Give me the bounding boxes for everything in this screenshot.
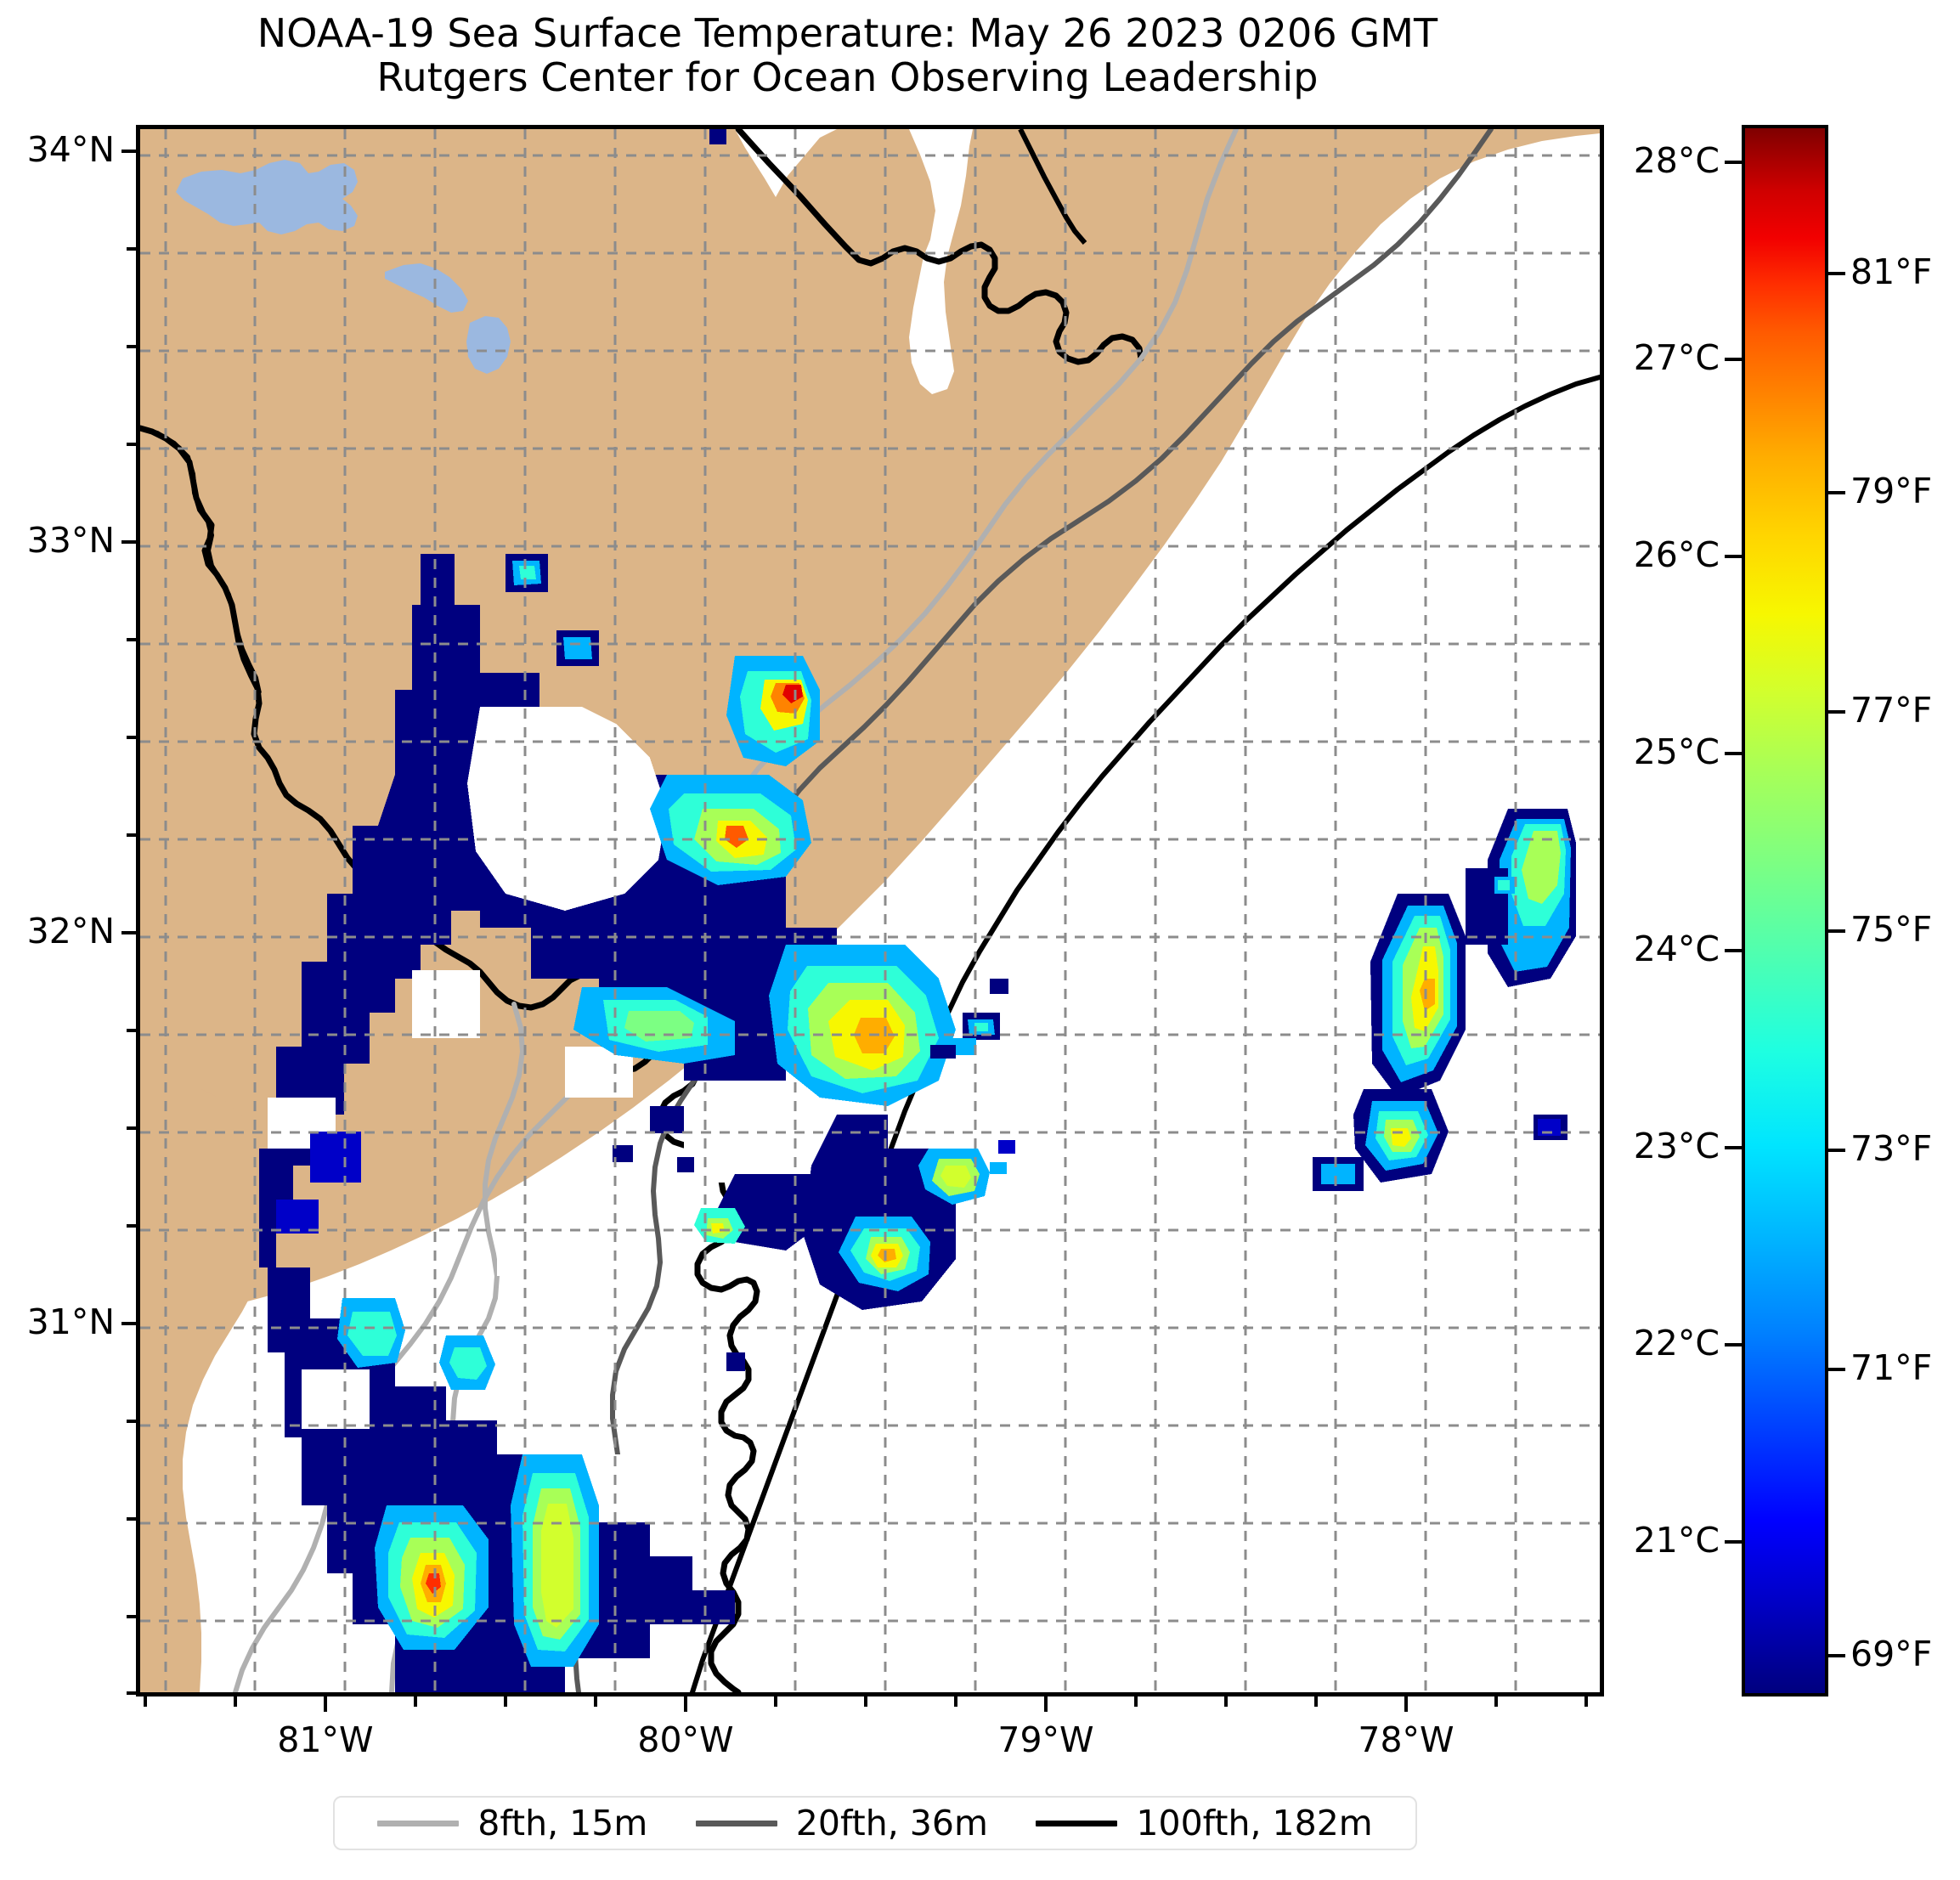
page-subtitle: Rutgers Center for Ocean Observing Leade… — [376, 54, 1319, 100]
cb-tick-f-69 — [1828, 1654, 1845, 1657]
cb-tick-f-77 — [1828, 710, 1845, 714]
lake-strom-thurmond — [466, 316, 511, 374]
cb-tick-c-25 — [1725, 752, 1742, 755]
cb-label-c-23: 23°C — [1633, 1126, 1720, 1166]
lat-tick-minor — [127, 833, 136, 837]
lat-tick-minor — [127, 1691, 136, 1695]
lat-label-31: 31°N — [26, 1301, 115, 1342]
map-plot-area[interactable] — [136, 125, 1604, 1697]
lat-tick-31 — [121, 1322, 136, 1325]
title-block: NOAA-19 Sea Surface Temperature: May 26 … — [0, 10, 1695, 100]
legend-label-8fth: 8fth, 15m — [477, 1803, 648, 1843]
lat-label-33: 33°N — [26, 520, 115, 561]
cb-label-c-27: 27°C — [1633, 337, 1720, 378]
cb-label-f-73: 73°F — [1850, 1128, 1933, 1169]
lon-tick-minor — [414, 1697, 417, 1707]
lon-tick-minor — [1314, 1697, 1318, 1707]
cb-label-c-24: 24°C — [1633, 929, 1720, 969]
legend-label-20fth: 20fth, 36m — [795, 1803, 988, 1843]
cb-tick-c-27 — [1725, 358, 1742, 361]
lon-tick-78 — [1404, 1697, 1408, 1712]
legend-item-100fth[interactable]: 100fth, 182m — [1036, 1803, 1373, 1843]
lat-tick-minor — [127, 345, 136, 348]
lon-tick-minor — [234, 1697, 237, 1707]
lat-label-32: 32°N — [26, 911, 115, 951]
bathymetry-legend[interactable]: 8fth, 15m 20fth, 36m 100fth, 182m — [333, 1796, 1417, 1850]
cb-label-c-28: 28°C — [1633, 140, 1720, 181]
lat-tick-minor — [127, 1224, 136, 1228]
legend-line-100fth — [1036, 1820, 1118, 1826]
track-line — [1018, 129, 1087, 245]
map-geography-layer — [140, 129, 1600, 1692]
legend-line-8fth — [377, 1820, 460, 1826]
lon-tick-minor — [1224, 1697, 1228, 1707]
cb-label-f-69: 69°F — [1850, 1634, 1933, 1674]
map-gridlines — [140, 129, 1600, 1692]
lake-hartwell — [385, 263, 468, 313]
lon-tick-minor — [1134, 1697, 1138, 1707]
lon-label-80: 80°W — [637, 1719, 734, 1760]
lat-tick-minor — [127, 638, 136, 641]
lake-marion — [176, 160, 358, 234]
lon-tick-minor — [144, 1697, 147, 1707]
cb-label-f-71: 71°F — [1850, 1347, 1933, 1388]
legend-item-20fth[interactable]: 20fth, 36m — [695, 1803, 988, 1843]
lon-label-79: 79°W — [997, 1719, 1094, 1760]
cb-tick-c-23 — [1725, 1146, 1742, 1149]
landmass-south — [140, 1081, 269, 1692]
lon-tick-minor — [864, 1697, 867, 1707]
lon-tick-81 — [324, 1697, 327, 1712]
lon-tick-80 — [684, 1697, 687, 1712]
lat-tick-minor — [127, 1126, 136, 1130]
cb-tick-c-26 — [1725, 555, 1742, 558]
cb-label-f-75: 75°F — [1850, 909, 1933, 950]
cb-label-c-25: 25°C — [1633, 731, 1720, 772]
lon-tick-minor — [1584, 1697, 1588, 1707]
lat-label-34: 34°N — [26, 129, 115, 170]
cb-tick-c-21 — [1725, 1540, 1742, 1544]
lon-tick-minor — [1494, 1697, 1498, 1707]
lat-tick-minor — [127, 1420, 136, 1423]
state-border — [140, 426, 262, 694]
lon-label-78: 78°W — [1358, 1719, 1454, 1760]
lat-tick-minor — [127, 1029, 136, 1032]
lat-tick-minor — [127, 736, 136, 739]
lat-tick-34 — [121, 150, 136, 153]
cb-tick-f-81 — [1828, 272, 1845, 275]
lon-tick-minor — [774, 1697, 777, 1707]
cb-label-c-22: 22°C — [1633, 1323, 1720, 1363]
cb-label-f-77: 77°F — [1850, 690, 1933, 731]
cb-label-f-81: 81°F — [1850, 251, 1933, 292]
cb-tick-c-28 — [1725, 161, 1742, 164]
cb-label-c-21: 21°C — [1633, 1520, 1720, 1561]
cb-tick-c-24 — [1725, 949, 1742, 952]
lon-label-81: 81°W — [277, 1719, 374, 1760]
lat-tick-minor — [127, 1615, 136, 1618]
lat-tick-minor — [127, 1517, 136, 1521]
cb-tick-f-71 — [1828, 1368, 1845, 1371]
cb-tick-c-22 — [1725, 1343, 1742, 1346]
cb-tick-f-75 — [1828, 929, 1845, 933]
cb-label-f-79: 79°F — [1850, 471, 1933, 511]
bathymetry-100fth — [690, 375, 1600, 1692]
legend-line-20fth — [695, 1820, 777, 1826]
cb-tick-f-79 — [1828, 491, 1845, 494]
lat-tick-32 — [121, 931, 136, 934]
colorbar-gradient — [1742, 125, 1828, 1697]
lon-tick-79 — [1044, 1697, 1048, 1712]
colorbar[interactable]: 28°C 27°C 26°C 25°C 24°C 23°C 22°C 21°C … — [1634, 125, 1932, 1697]
lat-tick-minor — [127, 247, 136, 251]
page-title: NOAA-19 Sea Surface Temperature: May 26 … — [257, 10, 1438, 56]
lon-tick-minor — [504, 1697, 507, 1707]
cb-tick-f-73 — [1828, 1149, 1845, 1152]
lon-tick-minor — [594, 1697, 597, 1707]
lat-tick-33 — [121, 540, 136, 544]
cb-label-c-26: 26°C — [1633, 534, 1720, 575]
legend-item-8fth[interactable]: 8fth, 15m — [377, 1803, 647, 1843]
lon-tick-minor — [954, 1697, 957, 1707]
legend-label-100fth: 100fth, 182m — [1136, 1803, 1373, 1843]
lat-tick-minor — [127, 443, 136, 446]
